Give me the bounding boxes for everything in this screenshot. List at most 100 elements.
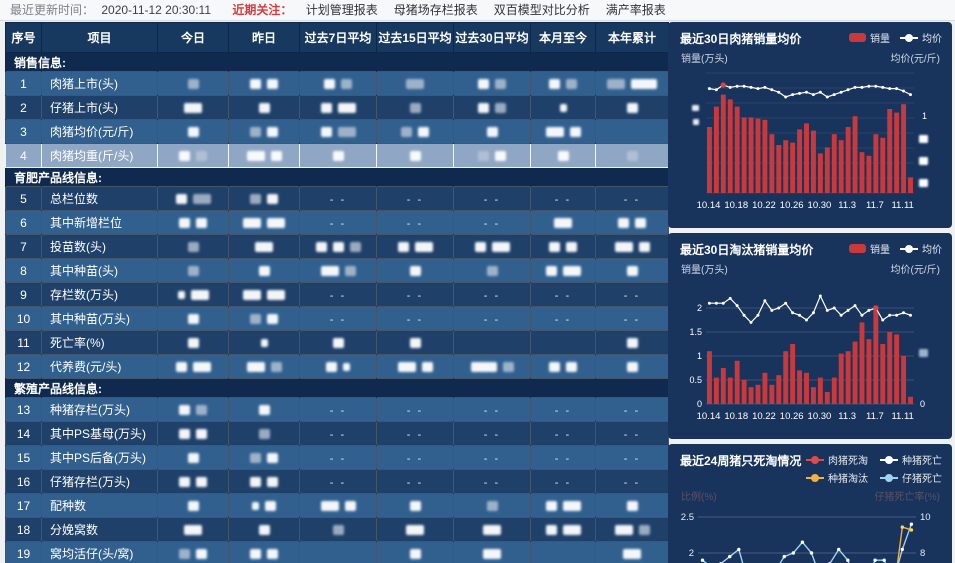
legend-dot-icon [885, 455, 893, 464]
cell-value [299, 517, 377, 542]
svg-text:1: 1 [922, 111, 927, 121]
legend-item-1[interactable]: 均价 [900, 30, 942, 45]
legend-bar-swatch-icon [849, 33, 866, 42]
table-row-14[interactable]: 14 其中PS基母(万头) - -- -- -- -- - [5, 421, 669, 446]
table-row-15[interactable]: 15 其中PS后备(万头) - -- -- -- -- - [5, 445, 669, 470]
col-header-2: 今日 [157, 22, 229, 53]
svg-text:10.30: 10.30 [808, 200, 832, 211]
table-row-19[interactable]: 19 窝均活仔(头/窝) [5, 541, 669, 563]
table-row-8[interactable]: 8 其中种苗(头) [5, 258, 669, 283]
cell-value [228, 282, 300, 307]
cell-value [228, 354, 300, 379]
row-num: 15 [5, 445, 42, 470]
row-num: 14 [5, 421, 42, 446]
cell-value [595, 541, 669, 563]
row-label: 其中种苗(头) [41, 258, 158, 283]
row-num: 3 [5, 119, 42, 144]
table-row-5[interactable]: 5 总栏位数 - -- -- -- -- - [5, 186, 669, 211]
cell-value: - - [299, 282, 377, 307]
cell-value: - - [453, 186, 531, 211]
cell-value [530, 119, 596, 144]
cell-value [530, 330, 596, 355]
cell-value [228, 541, 300, 563]
topbar-link-3[interactable]: 满产率报表 [605, 3, 666, 17]
cell-value [595, 354, 669, 379]
svg-text:10.14: 10.14 [697, 200, 721, 211]
cell-value [376, 354, 454, 379]
topbar-link-0[interactable]: 计划管理报表 [305, 3, 378, 17]
cell-value [530, 258, 596, 283]
legend-label: 销量 [870, 245, 890, 256]
cell-value: - - [453, 306, 531, 331]
topbar-link-1[interactable]: 母猪场存栏报表 [393, 3, 478, 17]
table-row-9[interactable]: 9 存栏数(万头) - -- -- -- -- - [5, 282, 669, 307]
cell-value: - - [530, 186, 596, 211]
cell-value [299, 258, 377, 283]
cell-value: - - [299, 397, 377, 422]
svg-text:1: 1 [697, 351, 702, 361]
cell-value: - - [299, 469, 377, 494]
cell-value: - - [299, 186, 377, 211]
legend-label: 均价 [922, 34, 942, 45]
row-label: 种猪存栏(万头) [41, 397, 158, 422]
table-row-3[interactable]: 3 肉猪均价(元/斤) [5, 119, 669, 144]
legend-item-1[interactable]: 种猪死亡 [880, 452, 942, 467]
table-header-row: 序号 项目 今日 昨日 过去7日平均 过去15日平均 过去30日平均 本月至今 本年累计 [5, 22, 669, 53]
table-row-4[interactable]: 4 肉猪均重(斤/头) [5, 143, 669, 168]
cell-value [453, 493, 531, 518]
cell-value: - - [376, 210, 454, 235]
table-row-13[interactable]: 13 种猪存栏(万头) - -- -- -- -- - [5, 397, 669, 422]
row-num: 4 [5, 143, 42, 168]
table-row-2[interactable]: 2 仔猪上市(头) [5, 95, 669, 120]
table-row-11[interactable]: 11 死亡率(%) [5, 330, 669, 355]
cell-value: - - [376, 397, 454, 422]
row-label: 分娩窝数 [41, 517, 158, 542]
legend-item-0[interactable]: 销量 [849, 30, 890, 45]
legend-item-0[interactable]: 肉猪死淘 [806, 452, 868, 467]
legend-death: 肉猪死淘 种猪死亡 种猪淘汰 仔猪死亡 [806, 452, 942, 485]
legend-item-2[interactable]: 种猪淘汰 [806, 470, 868, 485]
legend-line-icon [880, 455, 898, 464]
cell-value [299, 234, 377, 259]
row-label: 死亡率(%) [41, 330, 158, 355]
svg-text:10.30: 10.30 [808, 411, 832, 422]
cell-value [228, 119, 300, 144]
svg-text:8: 8 [920, 548, 925, 559]
svg-text:1.5: 1.5 [689, 327, 702, 337]
legend-dot-icon [905, 244, 913, 253]
cell-value [228, 445, 300, 470]
legend-item-0[interactable]: 销量 [849, 241, 890, 256]
table-row-6[interactable]: 6 其中新增栏位 - -- -- - [5, 210, 669, 235]
cell-value: - - [376, 445, 454, 470]
cell-value [299, 493, 377, 518]
row-label: 肉猪均重(斤/头) [41, 143, 158, 168]
table-row-1[interactable]: 1 肉猪上市(头) [5, 71, 669, 96]
chart-title-pig-sales: 最近30日肉猪销量均价 [680, 32, 802, 46]
chart-card-cull-sales: 最近30日淘汰猪销量均价 销量 均价 销量(万头) 均价(元/斤) 0 0.5 1 1.… [668, 233, 952, 439]
table-row-17[interactable]: 17 配种数 [5, 493, 669, 518]
cell-value: - - [376, 421, 454, 446]
cell-value [595, 517, 669, 542]
cell-value: - - [299, 445, 377, 470]
cell-value [453, 517, 531, 542]
table-row-16[interactable]: 16 仔猪存栏(万头) - -- -- -- -- - [5, 469, 669, 494]
cell-value [157, 143, 229, 168]
topbar-link-2[interactable]: 双百模型对比分析 [493, 3, 590, 17]
cell-value [530, 541, 596, 563]
legend-item-3[interactable]: 仔猪死亡 [880, 470, 942, 485]
cell-value [595, 493, 669, 518]
table-row-7[interactable]: 7 投苗数(头) [5, 234, 669, 259]
cell-value [157, 421, 229, 446]
svg-text:2: 2 [689, 548, 694, 559]
cull-sales-chart: 0 0.5 1 1.5 2 0 10.14 10.18 10.22 10.26 10.30 11.3 1… [689, 294, 928, 422]
table-row-18[interactable]: 18 分娩窝数 [5, 517, 669, 542]
legend-label: 仔猪死亡 [902, 474, 942, 485]
table-row-12[interactable]: 12 代养费(元/头) [5, 354, 669, 379]
cell-value [453, 330, 531, 355]
legend-item-1[interactable]: 均价 [900, 241, 942, 256]
table-row-10[interactable]: 10 其中种苗(万头) - -- -- -- -- - [5, 306, 669, 331]
axis-left-label: 销量(万头) [681, 265, 728, 276]
row-num: 2 [5, 95, 42, 120]
cell-value: - - [376, 282, 454, 307]
section-title: 繁殖产品线信息: [5, 378, 669, 398]
